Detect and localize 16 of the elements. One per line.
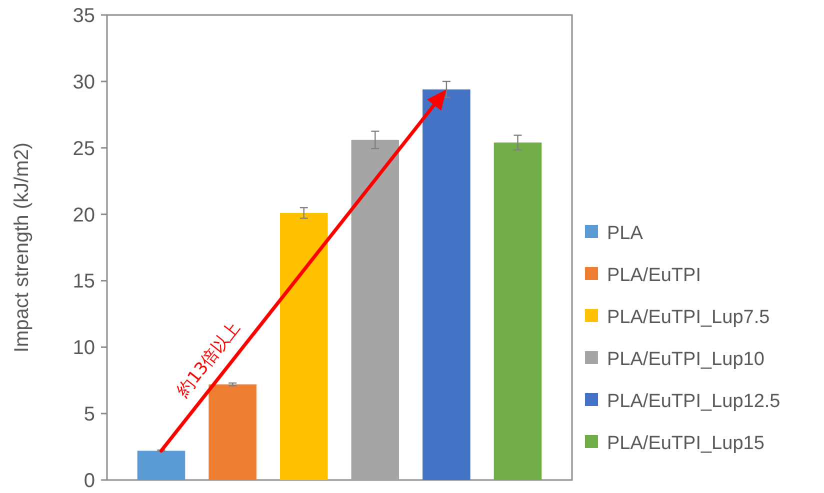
legend-label: PLA/EuTPI_Lup15 (607, 433, 764, 454)
y-tick-label: 20 (72, 204, 95, 226)
annotation: 約13倍以上 (173, 318, 245, 401)
legend-label: PLA/EuTPI_Lup7.5 (607, 307, 770, 328)
legend-label: PLA (607, 223, 644, 244)
legend-label: PLA/EuTPI (607, 265, 701, 286)
y-tick-label: 15 (72, 270, 95, 293)
y-axis-title: Impact strength (kJ/m2) (11, 142, 33, 353)
y-tick-label: 35 (72, 5, 95, 27)
y-tick-label: 0 (84, 470, 95, 492)
y-tick-label: 25 (72, 138, 95, 160)
y-tick-label: 10 (72, 337, 95, 360)
y-tick-label: 5 (84, 404, 95, 426)
legend-label: PLA/EuTPI_Lup10 (607, 349, 764, 370)
y-tick-label: 30 (72, 71, 95, 94)
legend-label: PLA/EuTPI_Lup12.5 (607, 391, 780, 412)
